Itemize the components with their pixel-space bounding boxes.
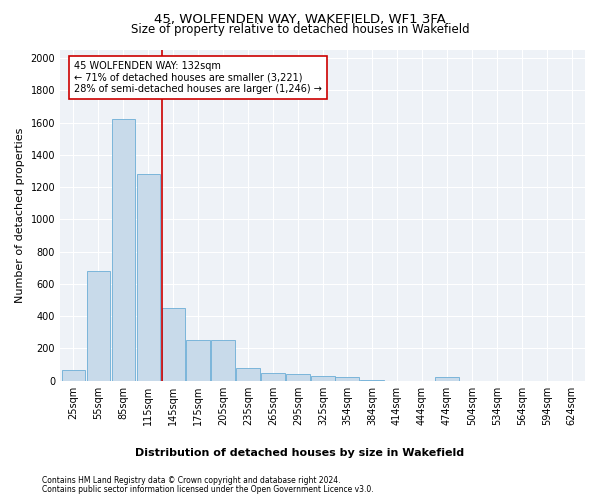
Text: Contains public sector information licensed under the Open Government Licence v3: Contains public sector information licen… [42, 485, 374, 494]
Bar [435, 376, 458, 381]
Bar [112, 120, 135, 381]
Bar [286, 374, 310, 381]
Bar [211, 340, 235, 381]
Bar [187, 340, 210, 381]
Bar [335, 376, 359, 381]
Bar [262, 372, 284, 381]
Bar [137, 174, 160, 381]
Bar [311, 376, 335, 381]
Text: Distribution of detached houses by size in Wakefield: Distribution of detached houses by size … [136, 448, 464, 458]
Bar [62, 370, 85, 381]
Text: 45 WOLFENDEN WAY: 132sqm
← 71% of detached houses are smaller (3,221)
28% of sem: 45 WOLFENDEN WAY: 132sqm ← 71% of detach… [74, 62, 322, 94]
Text: 45, WOLFENDEN WAY, WAKEFIELD, WF1 3FA: 45, WOLFENDEN WAY, WAKEFIELD, WF1 3FA [154, 12, 446, 26]
Bar [86, 271, 110, 381]
Text: Size of property relative to detached houses in Wakefield: Size of property relative to detached ho… [131, 24, 469, 36]
Bar [161, 308, 185, 381]
Y-axis label: Number of detached properties: Number of detached properties [15, 128, 25, 303]
Bar [236, 368, 260, 381]
Bar [361, 380, 383, 381]
Text: Contains HM Land Registry data © Crown copyright and database right 2024.: Contains HM Land Registry data © Crown c… [42, 476, 341, 485]
